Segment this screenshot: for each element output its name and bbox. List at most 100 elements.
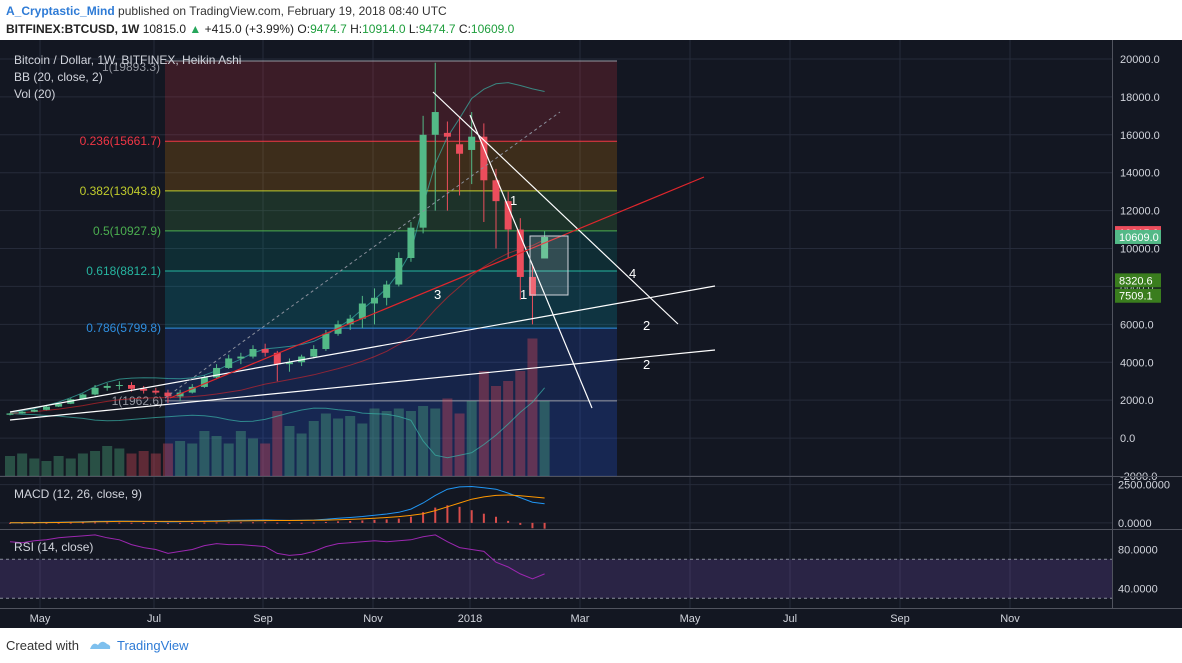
chart-canvas[interactable]: 1(19893.3) 0.236(15661.7) 0.382(13043.8) 0.… [0,40,1182,628]
open-value: 9474.7 [310,22,347,36]
candle-body[interactable] [456,144,464,154]
candle-body[interactable] [249,348,257,357]
macd-histogram-bar [191,522,194,524]
candle-body[interactable] [528,276,536,296]
time-tick: Nov [363,613,383,625]
candle-body[interactable] [480,136,488,181]
close-label: C: [458,22,471,36]
publish-header: A_Cryptastic_Mind published on TradingVi… [0,0,1182,40]
macd-histogram-bar [312,522,315,524]
candle-body[interactable] [213,367,221,378]
rsi-legend: RSI (14, close) [14,540,93,554]
candle-body[interactable] [468,136,476,150]
bb-basis [9,239,545,414]
volume-bar [199,431,210,476]
candle-body[interactable] [152,390,160,393]
range-box[interactable] [529,235,569,296]
candle-body[interactable] [55,403,63,407]
volume-bar [284,426,295,476]
candle-body[interactable] [322,333,330,349]
candle-body[interactable] [273,352,281,365]
trendline-1[interactable] [469,114,593,409]
candle-body[interactable] [383,284,391,298]
candle-body[interactable] [176,392,184,397]
macd-histogram-bar [422,512,425,523]
macd-histogram-bar [118,522,121,524]
candle-body[interactable] [115,385,123,387]
price-tick: 2000.0 [1120,395,1154,407]
fib-level-label: 0.618(8812.1) [86,264,161,278]
candle-body[interactable] [395,258,403,285]
macd-histogram-bar [130,522,133,524]
volume-bar [102,446,113,476]
author-link[interactable]: A_Cryptastic_Mind [6,4,115,18]
candle-body[interactable] [419,134,427,228]
candle-body[interactable] [443,132,451,137]
macd-histogram-bar [482,513,485,523]
macd-histogram-bar [252,522,254,524]
candle-body[interactable] [310,348,318,357]
candle-body[interactable] [346,318,354,325]
tradingview-link[interactable]: TradingView [117,638,189,653]
volume-bar [223,443,234,476]
trendline-2-lower[interactable] [9,349,716,421]
axes-layer: 20000.018000.016000.014000.012000.010000… [0,40,1182,625]
bb-lower [9,387,545,459]
volume-bar [515,371,526,476]
candle-body[interactable] [42,406,50,410]
candle-body[interactable] [285,362,293,365]
open-label: O: [297,22,311,36]
fib-level-label: 0.5(10927.9) [93,224,161,238]
fib-level-label: 1(19893.3) [102,60,160,74]
symbol-ohlc-line: BITFINEX:BTCUSD, 1W 10815.0 ▲ +415.0 (+3… [6,22,514,36]
candle-body[interactable] [371,297,378,304]
candle-body[interactable] [164,392,172,397]
candle-body[interactable] [225,358,233,368]
candle-body[interactable] [431,112,439,135]
volume-bar [333,418,344,476]
candle-body[interactable] [103,385,111,388]
wave-label-3: 3 [434,287,441,302]
fib-zone-bottom [165,400,617,476]
volume-bar [478,371,489,476]
candle-body[interactable] [140,388,148,391]
candle-body[interactable] [504,201,512,230]
macd-histogram-bar [203,522,206,524]
volume-bar [41,461,52,476]
fib-zone [165,271,617,329]
candle-body[interactable] [79,394,87,400]
symbol-label: BITFINEX:BTCUSD, 1W [6,22,140,36]
trendline-4[interactable] [432,91,679,325]
candle-body[interactable] [6,413,14,415]
candle-body[interactable] [30,409,38,412]
candle-body[interactable] [492,180,500,202]
trendline-3-red[interactable] [169,176,705,399]
candle-body[interactable] [18,411,26,414]
candle-body[interactable] [91,387,99,395]
bollinger-bands-layer [9,82,545,459]
candle-body[interactable] [188,386,196,393]
grid-layer [0,40,1112,608]
candle-body[interactable] [541,236,549,259]
candle-body[interactable] [261,348,269,353]
volume-bar [345,416,356,476]
drawings-layer: 1 1 2 2 3 4 [9,91,716,421]
volume-bar [77,453,88,476]
macd-histogram-bar [276,522,279,524]
candle-body[interactable] [237,356,245,359]
macd-histogram-bar [179,522,182,524]
bb-legend: BB (20, close, 2) [14,70,103,84]
tradingview-logo-icon[interactable] [88,637,112,653]
candle-body[interactable] [407,227,415,258]
volume-bar [357,423,368,476]
volume-bar [235,431,246,476]
candle-body[interactable] [358,303,366,319]
trendline-2-upper[interactable] [9,285,716,413]
volume-bar [296,433,307,476]
candle-body[interactable] [128,385,135,389]
volume-bar [175,441,186,476]
candle-body[interactable] [200,377,208,387]
close-value: 10609.0 [470,22,515,36]
macd-histogram-bar [519,522,522,525]
price-badge-label: 7509.1 [1119,291,1153,303]
